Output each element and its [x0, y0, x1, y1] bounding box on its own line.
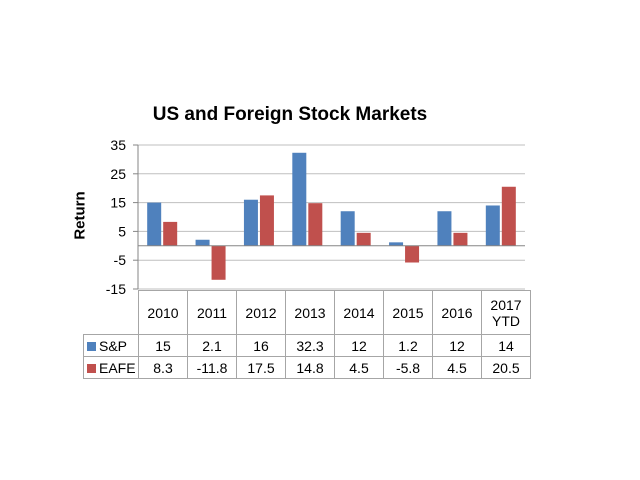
data-value-cell: 2.1	[187, 334, 237, 357]
bar	[292, 152, 307, 246]
bar	[308, 203, 323, 246]
category-label: 2010	[138, 290, 188, 335]
bar	[501, 186, 516, 246]
data-value-cell: 4.5	[432, 356, 482, 379]
data-value-cell: 17.5	[236, 356, 286, 379]
bar	[195, 239, 210, 246]
chart-title: US and Foreign Stock Markets	[152, 104, 428, 125]
data-value-cell: 8.3	[138, 356, 188, 379]
data-table: 2010 2011 2012 2013 2014 2015 2016 2017 YTD S&P …	[83, 290, 531, 379]
bar	[356, 232, 371, 246]
bars	[147, 152, 516, 280]
data-value-cell: 1.2	[383, 334, 433, 357]
grid-lines	[138, 144, 525, 290]
bar	[485, 205, 500, 246]
category-label: 2017 YTD	[481, 290, 531, 335]
bar	[243, 199, 258, 246]
data-value-cell: -5.8	[383, 356, 433, 379]
data-value-cell: 4.5	[334, 356, 384, 379]
y-tick-label: 25	[110, 166, 126, 182]
y-tick-label: -5	[114, 252, 127, 268]
category-label: 2011	[187, 290, 237, 335]
legend-swatch	[87, 363, 96, 373]
data-value-cell: 20.5	[481, 356, 531, 379]
y-tick-label: 35	[110, 137, 126, 153]
bar	[453, 232, 468, 246]
legend-swatch	[87, 341, 96, 351]
legend-label: S&P	[99, 337, 128, 354]
y-tick-label: 5	[118, 223, 126, 239]
data-value-cell: 15	[138, 334, 188, 357]
data-value-cell: 14.8	[285, 356, 335, 379]
bar	[437, 211, 452, 246]
bar	[163, 221, 178, 246]
bar	[211, 245, 226, 280]
bar	[259, 195, 274, 246]
bar	[405, 245, 420, 263]
category-label: 2015	[383, 290, 433, 335]
category-label: 2014	[334, 290, 384, 335]
table-row: S&P 15 2.1 16 32.3 12 1.2 12 14	[83, 334, 531, 357]
data-value-cell: 14	[481, 334, 531, 357]
category-label: 2013	[285, 290, 335, 335]
y-tick-label: 15	[110, 195, 126, 211]
bar	[340, 211, 355, 246]
category-label: 2016	[432, 290, 482, 335]
category-label: 2012	[236, 290, 286, 335]
data-value-cell: 12	[334, 334, 384, 357]
legend-entry-eafe: EAFE	[83, 356, 139, 379]
bar	[389, 242, 404, 246]
bar	[147, 202, 162, 246]
data-value-cell: -11.8	[187, 356, 237, 379]
data-value-cell: 12	[432, 334, 482, 357]
legend-entry-sp: S&P	[83, 334, 139, 357]
legend-label: EAFE	[99, 359, 136, 376]
axes	[137, 145, 525, 289]
category-row: 2010 2011 2012 2013 2014 2015 2016 2017 YTD	[83, 290, 531, 335]
table-row: EAFE 8.3 -11.8 17.5 14.8 4.5 -5.8 4.5 20.5	[83, 356, 531, 379]
table-corner	[83, 290, 139, 335]
data-value-cell: 32.3	[285, 334, 335, 357]
data-value-cell: 16	[236, 334, 286, 357]
